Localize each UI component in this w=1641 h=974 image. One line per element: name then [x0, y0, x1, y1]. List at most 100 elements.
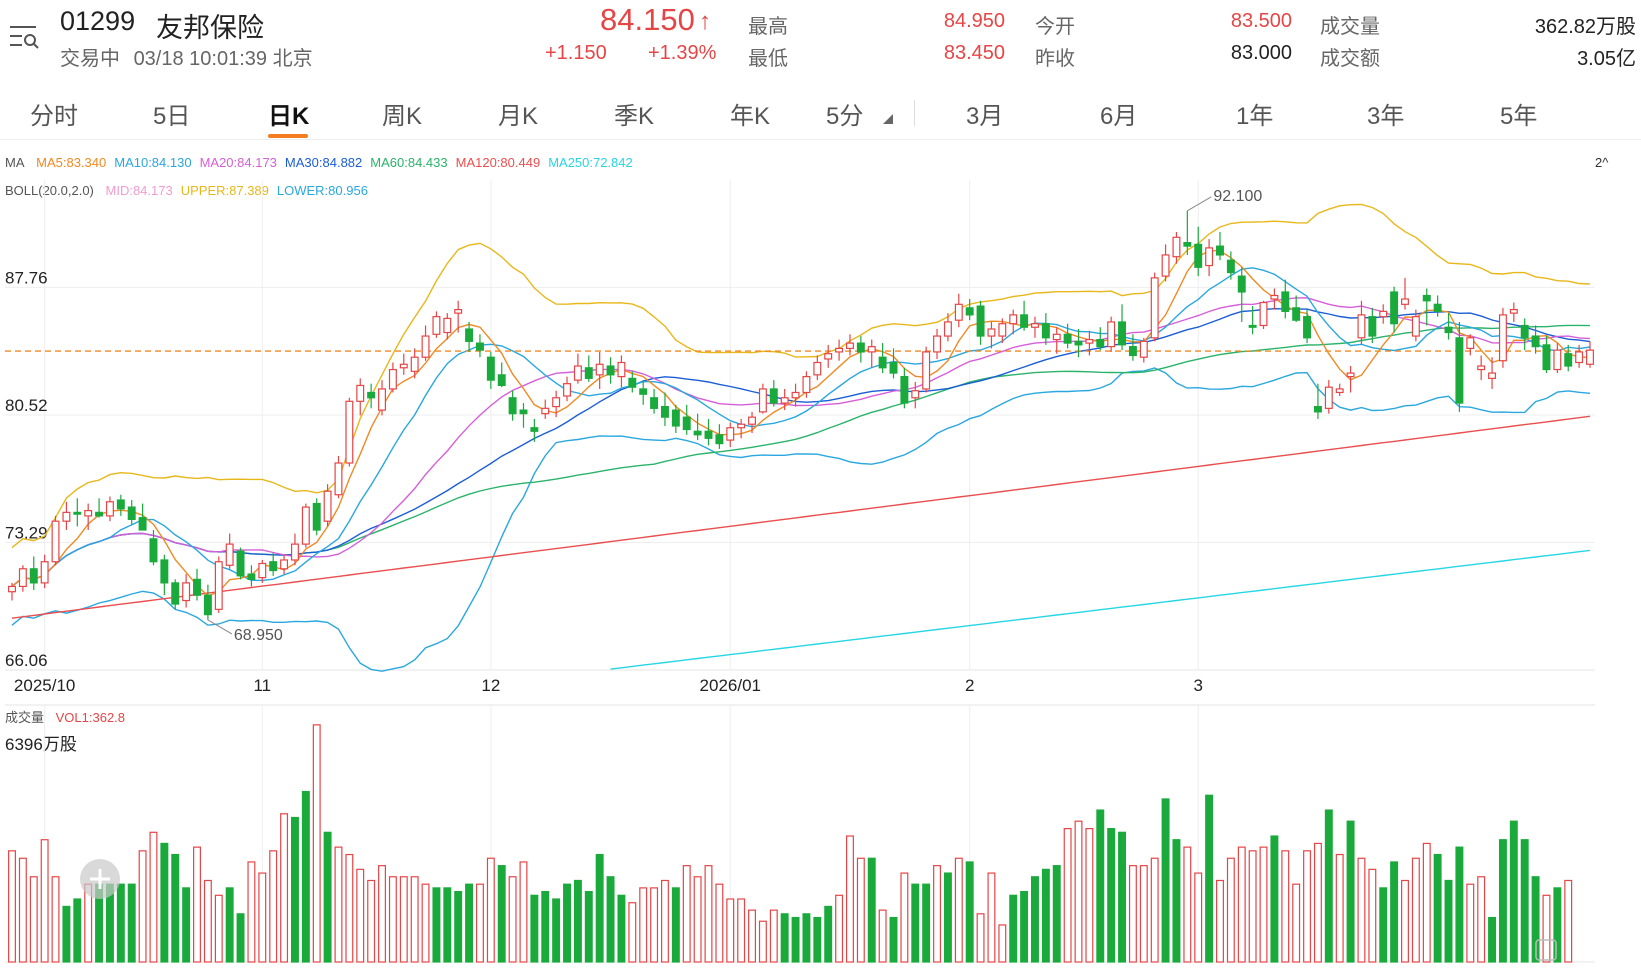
candle-body [1531, 335, 1540, 348]
collapse-toggle[interactable]: 2^ [1595, 155, 1609, 170]
candle-body [954, 303, 963, 321]
candle-body [432, 316, 441, 335]
volume-bar [290, 816, 299, 963]
candle-body [1586, 349, 1594, 365]
volume-bar [1346, 820, 1355, 963]
candle-body [1422, 294, 1431, 302]
tab-1year[interactable]: 1年 [1236, 103, 1274, 130]
volume-bar [1139, 865, 1148, 963]
tab-6month[interactable]: 6月 [1100, 103, 1138, 130]
candle-body [378, 388, 386, 411]
zoom-in-icon[interactable] [78, 857, 122, 901]
candle-body [900, 376, 909, 404]
volume-bar [617, 894, 626, 963]
volume-bar [693, 876, 702, 963]
x-tick-label: 2 [965, 676, 974, 695]
volume-bar [236, 913, 245, 963]
tab-daily-k[interactable]: 日K [268, 103, 310, 130]
candle-body [889, 361, 898, 374]
candle-body [1248, 324, 1257, 328]
tab-quarterly-k[interactable]: 季K [614, 103, 655, 130]
volume-bar [1281, 850, 1290, 963]
candle-body [987, 328, 996, 337]
candle-body [878, 356, 887, 369]
x-tick-label: 12 [481, 676, 500, 695]
candle-body [1553, 349, 1562, 371]
tab-intraday[interactable]: 分时 [30, 103, 78, 130]
ma-legend-item-0: MA5:83.340 [36, 155, 107, 170]
candle-body [1368, 316, 1377, 337]
candle-body [922, 351, 931, 390]
ma10-line [11, 267, 1591, 587]
volume-bar [1172, 839, 1181, 963]
volume-bar [1041, 868, 1050, 963]
menu-search-icon[interactable] [8, 22, 40, 52]
candle-body [1150, 277, 1159, 339]
volume-bar [214, 894, 223, 963]
x-tick-label: 3 [1193, 676, 1202, 695]
volume-bar [116, 883, 125, 963]
candle-body [933, 335, 942, 353]
candle-body [1520, 324, 1529, 339]
volume-bar [1542, 894, 1551, 963]
candle-body [116, 499, 125, 510]
candle-body [1031, 323, 1039, 328]
volume-legend-vol: VOL1:362.8 [55, 710, 126, 725]
candle-body [367, 391, 376, 399]
candle-body [1172, 236, 1181, 258]
volume-bar [465, 883, 474, 963]
kline-chart[interactable]: 87.76 80.52 73.29 66.06 2025/10 11 12 2026/01 2 3… [0, 140, 1641, 974]
candle-body [1063, 333, 1072, 344]
candle-body [421, 335, 430, 358]
candle-body [748, 416, 757, 425]
volume-bar [1118, 831, 1127, 963]
candle-body [388, 368, 397, 390]
candle-body [1226, 259, 1235, 274]
candle-body [1335, 388, 1344, 394]
volume-bar [1292, 883, 1301, 963]
volume-bar [399, 876, 408, 963]
candle-body [802, 376, 811, 394]
boll-legend: BOLL(20.0,2.0) MID:84.173 UPPER:87.389 LOW… [5, 183, 376, 198]
candle-body [824, 353, 833, 360]
candle-body [149, 538, 158, 563]
timestamp: 03/18 10:01:39 北京 [133, 48, 313, 70]
candle-body [1281, 291, 1290, 312]
candle-body [1041, 323, 1050, 339]
candle-body [356, 384, 365, 402]
tab-weekly-k[interactable]: 周K [382, 103, 423, 130]
volume-bar [628, 902, 637, 963]
volume-bar [1498, 839, 1507, 963]
candle-body [769, 388, 778, 404]
y-tick-label: 66.06 [5, 651, 48, 670]
high-value: 84.950 [943, 10, 1005, 32]
candle-body [715, 434, 724, 445]
dropdown-triangle-icon[interactable] [883, 114, 893, 124]
tab-5min[interactable]: 5分 [826, 103, 864, 130]
open-label: 今开 [1035, 16, 1075, 38]
y-tick-label: 73.29 [5, 524, 48, 543]
candle-body [1379, 310, 1388, 318]
volume-bar [171, 853, 180, 963]
candle-body [203, 594, 212, 616]
candle-body [1183, 242, 1192, 247]
volume-bar [280, 813, 289, 963]
tab-yearly-k[interactable]: 年K [730, 103, 771, 130]
volume-bar [301, 790, 310, 963]
candle-body [1096, 338, 1105, 348]
candle-body [660, 405, 669, 418]
candle-body [399, 363, 408, 369]
tab-monthly-k[interactable]: 月K [498, 103, 539, 130]
volume-bar [682, 865, 691, 963]
candle-body [18, 568, 27, 588]
volume-bar [1411, 857, 1420, 963]
candle-body [911, 390, 920, 399]
volume-bar [737, 898, 746, 963]
tab-5day[interactable]: 5日 [153, 103, 191, 130]
boll-legend-title: BOLL(20.0,2.0) [5, 183, 94, 198]
tab-5year[interactable]: 5年 [1500, 103, 1538, 130]
candle-body [617, 361, 626, 378]
volume-bar [1313, 842, 1322, 963]
tab-3month[interactable]: 3月 [966, 103, 1004, 130]
tab-3year[interactable]: 3年 [1367, 103, 1405, 130]
